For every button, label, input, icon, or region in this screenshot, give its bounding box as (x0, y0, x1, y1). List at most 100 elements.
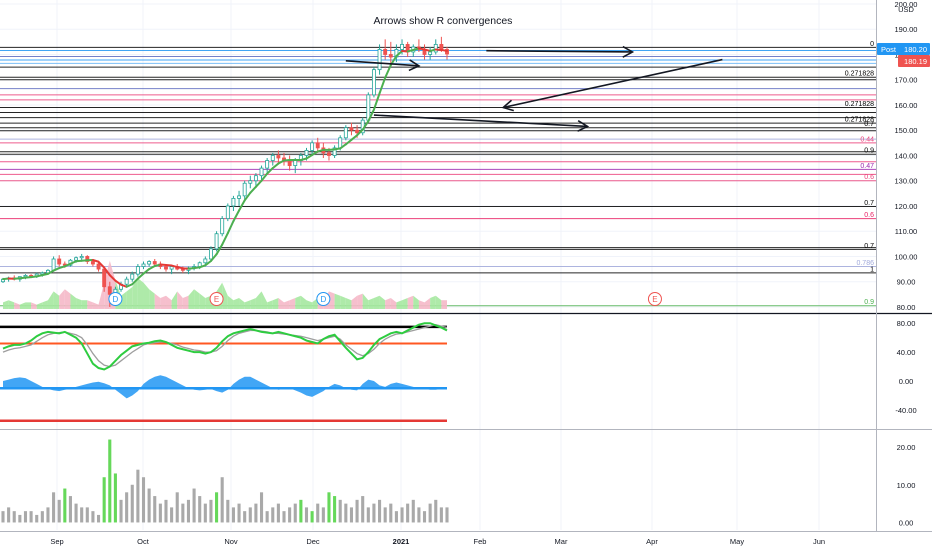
volume-bar (159, 504, 162, 523)
time-tick-label: Jun (813, 537, 825, 546)
event-marker: D (317, 293, 330, 306)
volume-overlay-segment (82, 300, 88, 309)
candle (215, 231, 218, 251)
price-tick-label: 80.00 (897, 303, 916, 312)
volume-bar (86, 507, 89, 522)
volume-bar (232, 507, 235, 522)
volume-overlay-segment (357, 294, 363, 309)
candle-body (103, 269, 106, 287)
volume-bar (440, 507, 443, 522)
volume-overlay-segment (138, 278, 144, 309)
volume-bar (367, 507, 370, 522)
candle-body (52, 259, 55, 270)
candle-body (294, 161, 297, 166)
volume-bar (18, 515, 21, 523)
candle-body (153, 262, 156, 265)
volume-bar (193, 489, 196, 523)
candle-body (288, 161, 291, 166)
volume-bar (288, 507, 291, 522)
volume-bar (266, 511, 269, 522)
event-marker: D (109, 293, 122, 306)
price-badge: Post 180.20 (877, 43, 930, 55)
volume-overlay-segment (374, 296, 380, 309)
price-tick-label: 160.00 (895, 101, 918, 110)
volume-tick-label: 10.00 (897, 481, 916, 490)
candle-body (266, 161, 269, 169)
level-label: 0.7 (864, 200, 874, 207)
candle-body (249, 181, 252, 184)
level-label: 0.9 (864, 299, 874, 306)
candle (372, 67, 375, 97)
volume-bar (423, 511, 426, 522)
volume-bar (378, 500, 381, 523)
candle-body (311, 143, 314, 151)
badge-value: 180.20 (904, 45, 927, 54)
level-label: 0.9 (864, 148, 874, 155)
volume-bar (164, 500, 167, 523)
candle-body (97, 264, 100, 269)
candle (226, 203, 229, 221)
level-label: 0.7 (864, 243, 874, 250)
volume-bar (97, 515, 100, 523)
level-label: 0.44 (860, 136, 874, 143)
candle-body (305, 150, 308, 155)
volume-bar (187, 500, 190, 523)
ma-segment (441, 50, 447, 51)
candle-body (226, 206, 229, 219)
volume-bar (327, 492, 330, 522)
volume-bar (69, 496, 72, 522)
candle-body (148, 262, 151, 265)
time-tick-label: Mar (555, 537, 568, 546)
volume-bar (215, 492, 218, 522)
level-label: 0.47 (860, 163, 874, 170)
badge-label: Post (881, 45, 897, 54)
event-marker: E (210, 293, 223, 306)
volume-bar (114, 473, 117, 522)
volume-bar (412, 500, 415, 523)
candle-body (429, 52, 432, 55)
candle-body (136, 267, 139, 275)
price-tick-label: 170.00 (895, 76, 918, 85)
volume-bar (238, 504, 241, 523)
volume-overlay-segment (25, 302, 31, 309)
volume-bar (429, 504, 432, 523)
candle-body (367, 95, 370, 120)
volume-overlay-segment (441, 300, 447, 309)
volume-bar (209, 500, 212, 523)
time-tick-label: Oct (137, 537, 150, 546)
candle-body (254, 176, 257, 181)
volume-bar (30, 511, 33, 522)
candle-body (75, 258, 78, 261)
oscillator-tick-label: 80.00 (897, 319, 916, 328)
level-label: 0.271828 (845, 71, 874, 78)
volume-bar (417, 507, 420, 522)
volume-bar (395, 511, 398, 522)
candle-body (215, 234, 218, 249)
candle-body (142, 264, 145, 267)
volume-bar (356, 500, 359, 523)
volume-bar (108, 440, 111, 523)
volume-overlay-segment (408, 296, 414, 309)
time-tick-label: May (730, 537, 744, 546)
volume-overlay-segment (335, 294, 341, 309)
price-tick-label: 100.00 (895, 252, 918, 261)
volume-bar (254, 504, 257, 523)
volume-bar (249, 507, 252, 522)
time-tick-label: Nov (224, 537, 238, 546)
volume-bar (294, 504, 297, 523)
candle-body (316, 143, 319, 148)
candle-body (238, 196, 241, 199)
volume-bar (384, 507, 387, 522)
volume-bar (372, 504, 375, 523)
oscillator-tick-label: 40.00 (897, 348, 916, 357)
badge-value: 180.19 (904, 57, 927, 66)
volume-bar (305, 507, 308, 522)
time-tick-label: Sep (50, 537, 63, 546)
volume-bar (13, 511, 16, 522)
volume-bar (103, 477, 106, 522)
time-tick-label: Apr (646, 537, 658, 546)
volume-bar (226, 500, 229, 523)
candle-body (339, 138, 342, 148)
